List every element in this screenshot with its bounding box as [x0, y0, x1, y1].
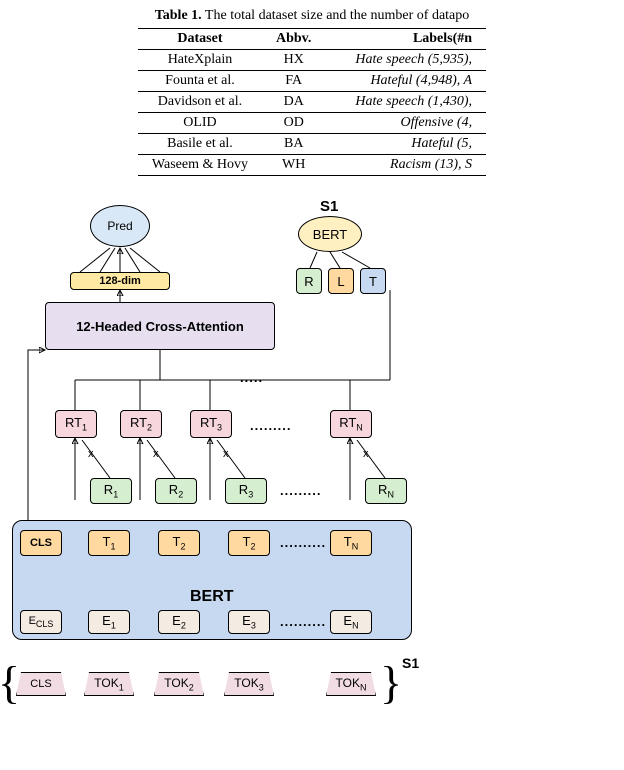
cell-dataset: HateXplain	[138, 50, 262, 71]
caption-prefix: Table 1.	[155, 8, 202, 23]
e-box-1: E1	[88, 610, 130, 634]
cross-attention-box: 12-Headed Cross-Attention	[45, 302, 275, 350]
bert-s1-node: BERT	[298, 216, 362, 252]
cls-label: CLS	[30, 537, 52, 549]
cell-abbv: FA	[262, 71, 325, 92]
architecture-diagram: Pred 128-dim 12-Headed Cross-Attention S…	[10, 200, 430, 760]
cell-abbv: DA	[262, 92, 325, 113]
s1-bottom-label: S1	[402, 655, 419, 671]
tok-3: TOK3	[224, 672, 274, 696]
R-box: R	[296, 268, 322, 294]
rt-box-n: RTN	[330, 410, 372, 438]
dim128-box: 128-dim	[70, 272, 170, 290]
rt-box-3: RT3	[190, 410, 232, 438]
cell-labels: Hateful (4,948), A	[325, 71, 486, 92]
cell-labels: Hate speech (1,430),	[325, 92, 486, 113]
r-box-1: R1	[90, 478, 132, 504]
r-box-2: R2	[155, 478, 197, 504]
table-caption: Table 1. The total dataset size and the …	[0, 0, 624, 26]
table-row: Waseem & HovyWHRacism (13), S	[138, 155, 486, 176]
col-labels: Labels(#n	[325, 29, 486, 50]
cell-dataset: Waseem & Hovy	[138, 155, 262, 176]
cell-labels: Hateful (5,	[325, 134, 486, 155]
table-row: HateXplainHXHate speech (5,935),	[138, 50, 486, 71]
col-abbv: Abbv.	[262, 29, 325, 50]
L-label: L	[337, 274, 344, 289]
cell-labels: Offensive (4,	[325, 113, 486, 134]
t-box-3: T2	[228, 530, 270, 556]
tok-n: TOKN	[326, 672, 376, 696]
cell-dataset: OLID	[138, 113, 262, 134]
cell-dataset: Founta et al.	[138, 71, 262, 92]
r-box-n: RN	[365, 478, 407, 504]
bert-s1-label: BERT	[313, 227, 347, 242]
right-brace: }	[380, 660, 402, 706]
t-box-2: T2	[158, 530, 200, 556]
tok-cls: CLS	[16, 672, 66, 696]
R-label: R	[304, 274, 313, 289]
t-box-1: T1	[88, 530, 130, 556]
T-box: T	[360, 268, 386, 294]
cell-abbv: BA	[262, 134, 325, 155]
rt-box-2: RT2	[120, 410, 162, 438]
cell-abbv: OD	[262, 113, 325, 134]
pred-node: Pred	[90, 205, 150, 247]
dots-r: .........	[280, 483, 322, 498]
dataset-table: Dataset Abbv. Labels(#n HateXplainHXHate…	[138, 28, 486, 176]
dim128-label: 128-dim	[99, 275, 141, 287]
table-row: Basile et al.BAHateful (5,	[138, 134, 486, 155]
table-row: Founta et al.FAHateful (4,948), A	[138, 71, 486, 92]
L-box: L	[328, 268, 354, 294]
cross-attention-label: 12-Headed Cross-Attention	[76, 319, 244, 334]
e-cls-box: ECLS	[20, 610, 62, 634]
caption-rest: The total dataset size and the number of…	[205, 8, 469, 23]
tok-1: TOK1	[84, 672, 134, 696]
table-row: OLIDODOffensive (4,	[138, 113, 486, 134]
left-brace: {	[0, 660, 20, 706]
r-box-3: R3	[225, 478, 267, 504]
t-box-n: TN	[330, 530, 372, 556]
x-mark-n: x	[363, 448, 369, 460]
tok-2: TOK2	[154, 672, 204, 696]
x-mark-3: x	[223, 448, 229, 460]
dots-t: ..........	[280, 535, 326, 550]
e-box-n: EN	[330, 610, 372, 634]
cell-abbv: WH	[262, 155, 325, 176]
x-mark-2: x	[153, 448, 159, 460]
dots-top: .....	[240, 370, 263, 385]
e-box-2: E2	[158, 610, 200, 634]
bert-main-label: BERT	[190, 588, 234, 606]
dots-e: ..........	[280, 614, 326, 629]
T-label: T	[369, 274, 377, 289]
cell-dataset: Basile et al.	[138, 134, 262, 155]
cell-abbv: HX	[262, 50, 325, 71]
x-mark-1: x	[88, 448, 94, 460]
tok-cls-label: CLS	[30, 678, 51, 690]
col-dataset: Dataset	[138, 29, 262, 50]
s1-top-label: S1	[320, 198, 338, 215]
cell-labels: Racism (13), S	[325, 155, 486, 176]
cell-labels: Hate speech (5,935),	[325, 50, 486, 71]
cell-dataset: Davidson et al.	[138, 92, 262, 113]
table-row: Davidson et al.DAHate speech (1,430),	[138, 92, 486, 113]
pred-label: Pred	[107, 219, 132, 233]
e-box-3: E3	[228, 610, 270, 634]
rt-box-1: RT1	[55, 410, 97, 438]
dots-rt: .........	[250, 418, 292, 433]
cls-box: CLS	[20, 530, 62, 556]
table-header-row: Dataset Abbv. Labels(#n	[138, 29, 486, 50]
